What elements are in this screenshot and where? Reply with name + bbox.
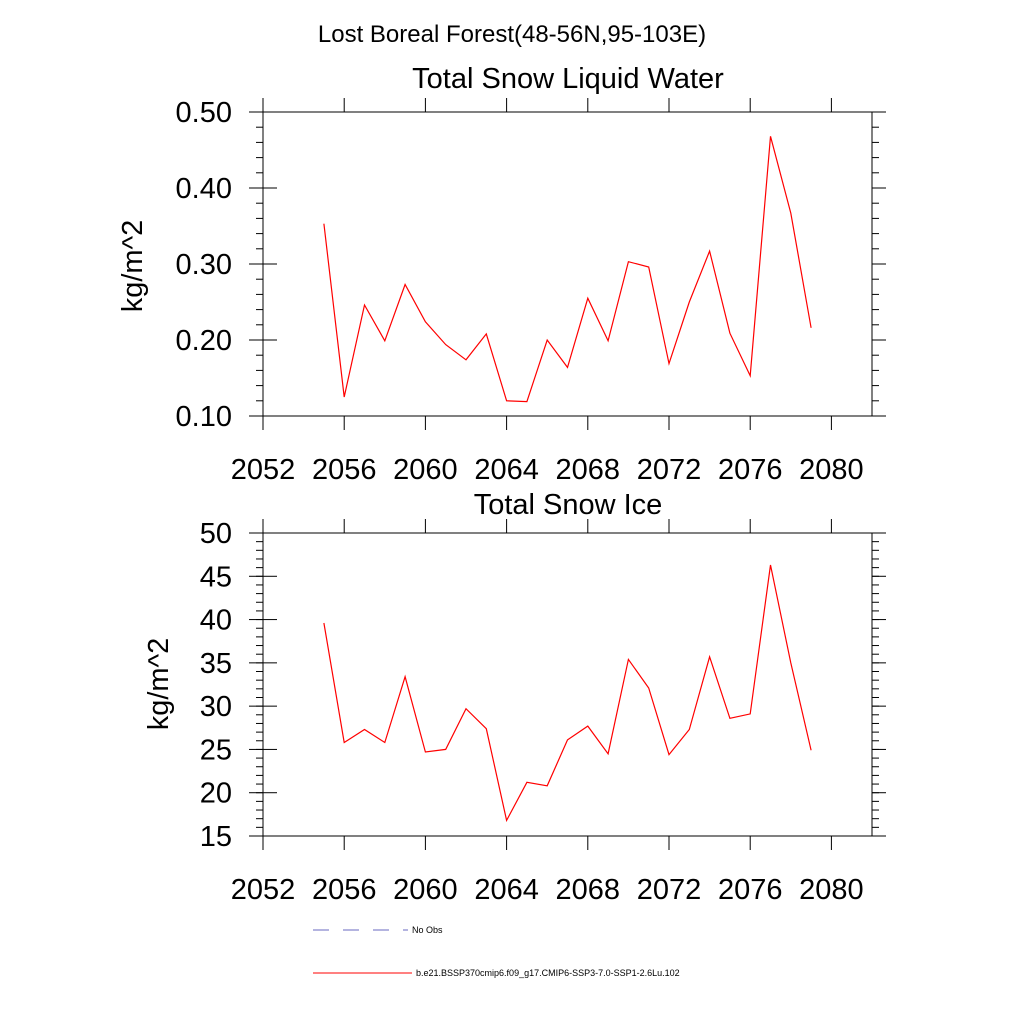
y-tick-label: 0.20 [176,325,232,357]
panel-title-snow-liquid-water: Total Snow Liquid Water [412,63,724,95]
y-tick-label: 30 [200,691,232,723]
series-line [323,136,812,403]
x-tick-label: 2056 [312,874,377,906]
y-tick-label: 50 [200,518,232,550]
x-tick-label: 2076 [718,454,783,486]
x-tick-label: 2072 [637,454,702,486]
y-tick-label: 0.30 [176,249,232,281]
panel-snow-ice: Total Snow Ice kg/m^2 2052 2056 2060 2064 20… [143,489,886,906]
y-tick-label: 25 [200,734,232,766]
y-tick-label: 0.40 [176,173,232,205]
y-tick-label: 0.10 [176,401,232,433]
panel-title-snow-ice: Total Snow Ice [474,489,663,521]
y-tick-label: 45 [200,561,232,593]
y-axis-label-snow-liquid-water: kg/m^2 [117,220,149,313]
x-tick-label: 2080 [799,454,864,486]
legend: No Obs b.e21.BSSP370cmip6.f09_g17.CMIP6-… [313,925,680,978]
y-tick-label: 40 [200,605,232,637]
x-tick-label: 2076 [718,874,783,906]
panel-snow-liquid-water: Total Snow Liquid Water kg/m^2 2052 2056 2… [117,63,886,486]
plot-frame [262,111,873,417]
legend-no-obs-label: No Obs [412,925,443,935]
y-tick-label: 20 [200,778,232,810]
figure-title: Lost Boreal Forest(48-56N,95-103E) [318,21,706,48]
y-tick-label: 15 [200,821,232,853]
x-tick-label: 2068 [556,454,621,486]
x-tick-label: 2060 [393,454,458,486]
x-tick-label: 2056 [312,454,377,486]
x-tick-label: 2060 [393,874,458,906]
x-tick-label: 2052 [231,454,296,486]
x-tick-label: 2080 [799,874,864,906]
x-tick-label: 2072 [637,874,702,906]
legend-model-label: b.e21.BSSP370cmip6.f09_g17.CMIP6-SSP3-7.… [416,968,680,978]
series-line [323,564,812,823]
x-tick-label: 2068 [556,874,621,906]
x-tick-label: 2052 [231,874,296,906]
x-tick-label: 2064 [474,454,539,486]
x-tick-label: 2064 [474,874,539,906]
y-tick-label: 35 [200,648,232,680]
y-axis-label-snow-ice: kg/m^2 [143,638,175,731]
plot-frame [262,532,873,837]
y-tick-label: 0.50 [176,97,232,129]
